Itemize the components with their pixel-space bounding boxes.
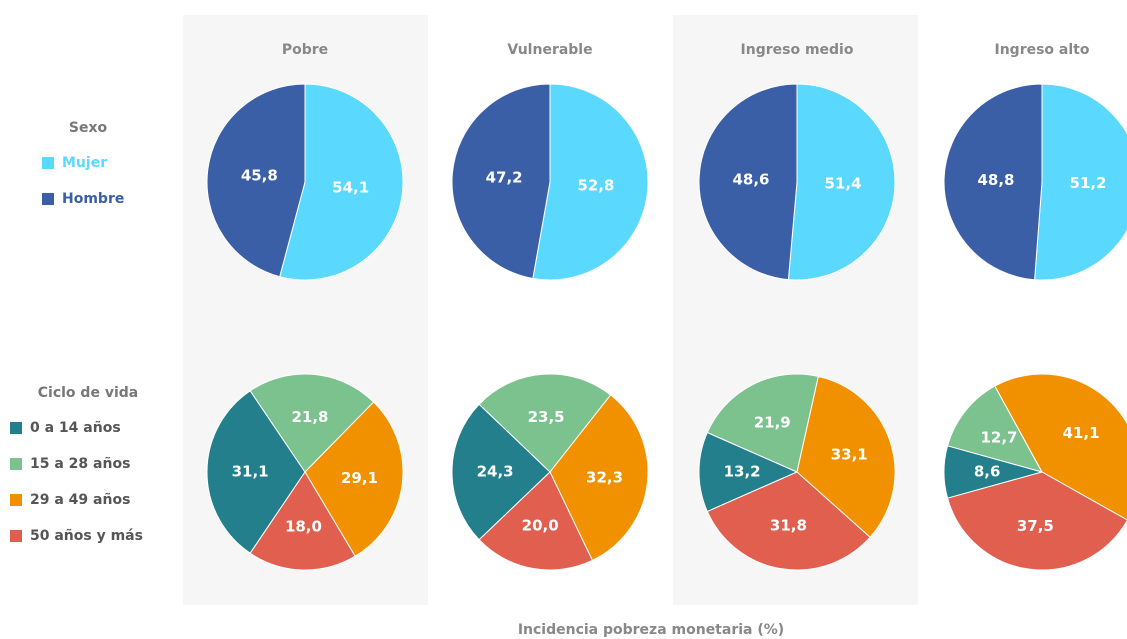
- pie-slice: [249, 373, 375, 473]
- legend-swatch: [42, 157, 54, 169]
- data-label: 23,5: [528, 408, 565, 426]
- pie-slice: [1034, 83, 1127, 281]
- data-label: 21,8: [291, 408, 328, 426]
- data-label: 51,2: [1070, 174, 1107, 192]
- legend-title: Sexo: [69, 120, 108, 136]
- data-label: 13,2: [724, 463, 761, 481]
- pie-slice: [698, 431, 799, 513]
- data-label: 41,1: [1063, 424, 1100, 442]
- column-header: Vulnerable: [507, 42, 592, 58]
- data-label: 37,5: [1017, 517, 1054, 535]
- data-label: 12,7: [980, 428, 1017, 446]
- pie-slice: [206, 83, 306, 278]
- pie-slice: [698, 83, 798, 281]
- data-label: 51,4: [825, 175, 862, 193]
- pie-slice: [943, 83, 1043, 281]
- legend-label: 29 a 49 años: [30, 492, 130, 508]
- legend-label: Mujer: [62, 155, 107, 171]
- legend-swatch: [10, 422, 22, 434]
- data-label: 29,1: [341, 469, 378, 487]
- pie-slice: [451, 83, 551, 280]
- column-header: Ingreso alto: [995, 42, 1090, 58]
- data-label: 33,1: [831, 446, 868, 464]
- pie-slice: [946, 471, 1127, 571]
- legend-label: 50 años y más: [30, 528, 143, 544]
- data-label: 54,1: [332, 178, 369, 196]
- data-label: 31,8: [770, 517, 807, 535]
- data-label: 48,6: [732, 170, 769, 188]
- data-label: 21,9: [754, 414, 791, 432]
- data-label: 48,8: [977, 171, 1014, 189]
- pie-slice: [706, 373, 819, 473]
- pie-slice: [549, 394, 649, 562]
- data-label: 47,2: [486, 168, 523, 186]
- data-label: 8,6: [974, 463, 1001, 481]
- pie-slice: [946, 385, 1044, 473]
- pie-slice: [532, 83, 649, 281]
- legend-swatch: [10, 458, 22, 470]
- data-label: 18,0: [285, 517, 322, 535]
- pie-slice: [787, 83, 896, 281]
- data-label: 32,3: [586, 469, 623, 487]
- data-label: 31,1: [232, 463, 269, 481]
- pie-slice: [478, 471, 594, 571]
- column-header: Ingreso medio: [741, 42, 854, 58]
- x-axis-label: Incidencia pobreza monetaria (%): [518, 622, 784, 638]
- pie-slice: [249, 471, 356, 571]
- pie-slice: [796, 375, 896, 538]
- pie-slice: [994, 373, 1127, 521]
- legend-swatch: [42, 193, 54, 205]
- data-label: 24,3: [477, 463, 514, 481]
- column-header: Pobre: [282, 42, 328, 58]
- pie-slice: [451, 403, 551, 541]
- legend-label: 15 a 28 años: [30, 456, 130, 472]
- legend-swatch: [10, 530, 22, 542]
- pie-slice: [206, 390, 306, 554]
- data-label: 45,8: [241, 167, 278, 185]
- pie-slice: [279, 83, 404, 281]
- pie-slice: [706, 471, 871, 571]
- data-label: 20,0: [522, 516, 559, 534]
- legend-title: Ciclo de vida: [38, 385, 138, 401]
- legend-swatch: [10, 494, 22, 506]
- legend-label: Hombre: [62, 191, 124, 207]
- legend-label: 0 a 14 años: [30, 420, 121, 436]
- pie-slice: [304, 401, 404, 557]
- pie-slice: [478, 373, 612, 473]
- data-label: 52,8: [577, 177, 614, 195]
